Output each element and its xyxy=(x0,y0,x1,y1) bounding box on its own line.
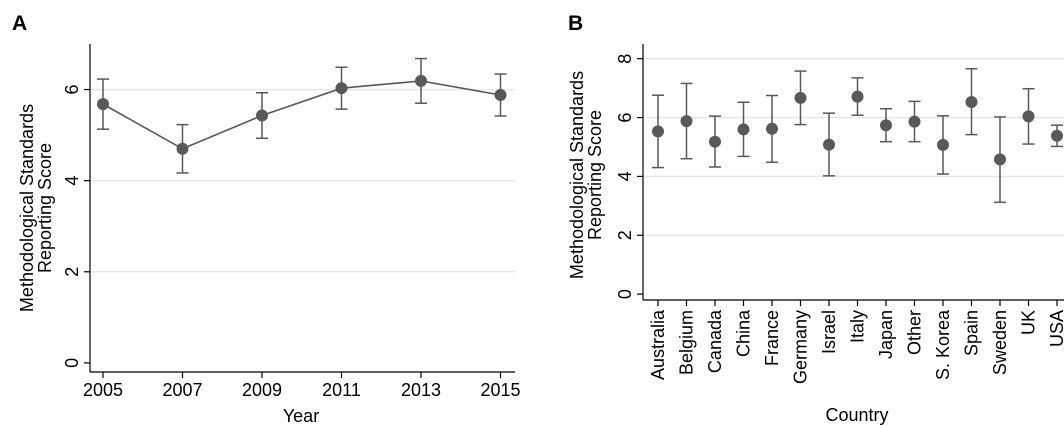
x-tick-label: Japan xyxy=(876,310,896,359)
y-tick-label: 4 xyxy=(62,176,82,186)
x-axis-title-b: Country xyxy=(825,405,888,425)
y-axis-title-a-line1: Methodological Standards xyxy=(17,104,37,312)
data-point xyxy=(335,82,348,95)
data-point xyxy=(851,90,864,103)
y-tick-label: 0 xyxy=(62,358,82,368)
data-point xyxy=(737,123,750,136)
y-axis-title-a-line2: Reporting Score xyxy=(35,143,55,273)
x-tick-label: Israel xyxy=(819,310,839,354)
y-tick-label: 2 xyxy=(62,267,82,277)
x-axis-title-a: Year xyxy=(283,406,319,426)
x-tick-label: Sweden xyxy=(990,310,1010,375)
x-tick-label: S. Korea xyxy=(933,309,953,380)
y-tick-label: 2 xyxy=(615,230,635,240)
x-tick-label: UK xyxy=(1019,310,1039,335)
series-line xyxy=(102,80,501,150)
x-tick-label: 2013 xyxy=(401,380,441,400)
x-tick-label: Belgium xyxy=(677,310,697,375)
y-tick-label: 6 xyxy=(615,113,635,123)
y-tick-label: 0 xyxy=(615,289,635,299)
data-point xyxy=(937,138,949,151)
x-tick-label: 2005 xyxy=(83,380,123,400)
gridlines-a xyxy=(90,88,515,273)
panel-a: A 0 2 4 6 2005 2007 2009 2011 2013 2015 Methodolo… xyxy=(12,12,521,426)
data-point xyxy=(709,135,721,148)
data-point xyxy=(256,109,268,122)
x-tick-label: 2011 xyxy=(322,380,361,400)
x-tick-label: China xyxy=(734,309,754,357)
x-tick-label: Germany xyxy=(791,310,811,384)
x-tick-label: Italy xyxy=(848,310,868,343)
data-point xyxy=(794,91,807,104)
data-point xyxy=(1022,110,1035,123)
x-tick-label: 2015 xyxy=(480,380,520,400)
data-point xyxy=(176,142,189,155)
x-tick-label: USA xyxy=(1047,310,1064,347)
data-point xyxy=(766,122,778,135)
panel-label-b: B xyxy=(568,12,583,35)
data-point xyxy=(97,98,109,111)
y-tick-label: 6 xyxy=(62,85,82,95)
y-tick-label: 8 xyxy=(615,54,635,64)
y-axis-title-b-line2: Reporting Score xyxy=(585,110,605,240)
data-point xyxy=(1051,129,1063,142)
data-point xyxy=(880,119,892,132)
data-point xyxy=(823,138,835,151)
x-tick-label: 2007 xyxy=(162,380,202,400)
marks-b: 0 2 4 6 8 Australia Belgium Canada China France Ge… xyxy=(615,54,1064,384)
marks-a: 0 2 4 6 2005 2007 2009 2011 2013 2015 xyxy=(62,57,521,400)
data-point xyxy=(680,115,693,128)
data-point xyxy=(415,74,427,87)
data-point xyxy=(494,89,507,102)
gridlines-b xyxy=(643,58,1064,236)
panel-label-a: A xyxy=(12,12,27,35)
y-axis-title-b-line1: Methodological Standards xyxy=(567,71,587,279)
x-tick-label: France xyxy=(762,310,782,366)
data-point xyxy=(908,115,921,128)
y-tick-label: 4 xyxy=(615,171,635,181)
x-tick-label: 2009 xyxy=(242,380,282,400)
panel-b: B 0 2 4 6 8 Australia Belgium Canada China France… xyxy=(567,12,1064,425)
x-tick-label: Other xyxy=(905,310,925,355)
x-tick-label: Spain xyxy=(962,310,982,356)
data-point xyxy=(994,153,1006,166)
data-point xyxy=(652,125,664,138)
data-point xyxy=(965,95,978,108)
x-tick-label: Canada xyxy=(705,309,725,373)
x-tick-label: Australia xyxy=(648,309,668,380)
